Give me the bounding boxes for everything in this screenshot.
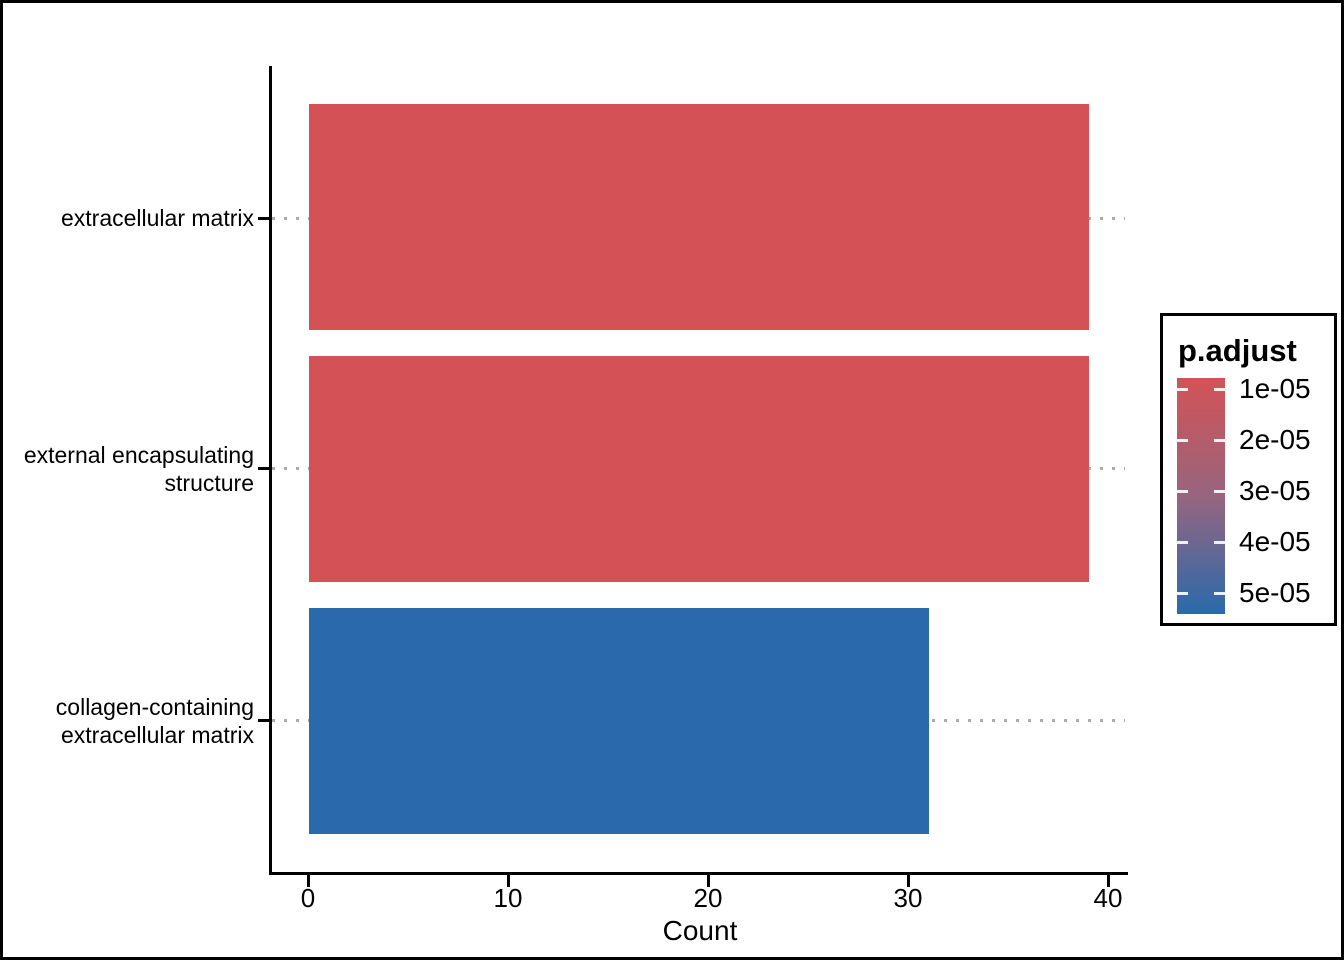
y-axis-label: external encapsulating structure [24,441,254,497]
legend-tick [1214,541,1225,544]
y-axis-label-line: extracellular matrix [61,205,254,231]
legend-tick-label: 3e-05 [1239,475,1311,506]
y-axis-label-line: structure [164,470,254,496]
y-tick-mark [258,719,272,722]
legend-tick [1177,388,1188,391]
x-tick-label: 10 [493,883,523,913]
legend-tick [1214,388,1225,391]
legend-tick-label: 1e-05 [1239,373,1311,404]
x-tick-label: 20 [693,883,723,913]
legend-tick-label: 4e-05 [1239,526,1311,557]
legend-tick [1177,592,1188,595]
legend-gradient [1177,378,1225,614]
x-tick-mark [1107,875,1110,887]
x-tick-mark [507,875,510,887]
legend: p.adjust 1e-05 2e-05 3e-05 4e-05 5e-05 [1160,313,1337,626]
y-tick-mark [258,467,272,470]
x-tick-mark [707,875,710,887]
bar-external-encapsulating-structure [309,356,1089,582]
y-axis-label-line: extracellular matrix [61,722,254,748]
bar-extracellular-matrix [309,104,1089,330]
legend-tick [1177,439,1188,442]
x-tick-mark [307,875,310,887]
x-tick-label: 0 [300,883,316,913]
y-axis-label-line: collagen-containing [55,694,254,720]
legend-tick [1214,592,1225,595]
legend-title: p.adjust [1178,333,1297,368]
x-axis-line [269,872,1128,875]
y-axis-line [269,66,272,875]
legend-tick [1177,490,1188,493]
legend-tick [1214,490,1225,493]
y-axis-label-line: external encapsulating [23,442,254,468]
legend-tick-label: 2e-05 [1239,424,1311,455]
x-tick-label: 40 [1093,883,1123,913]
bar-collagen-containing-extracellular-matrix [309,608,929,834]
x-tick-label: 30 [893,883,923,913]
x-tick-mark [907,875,910,887]
legend-tick [1214,439,1225,442]
y-axis-label: extracellular matrix [61,204,254,232]
legend-tick [1177,541,1188,544]
y-axis-label: collagen-containing extracellular matrix [56,693,254,749]
y-tick-mark [258,217,272,220]
x-axis-title: Count [662,915,738,946]
legend-tick-label: 5e-05 [1239,577,1311,608]
